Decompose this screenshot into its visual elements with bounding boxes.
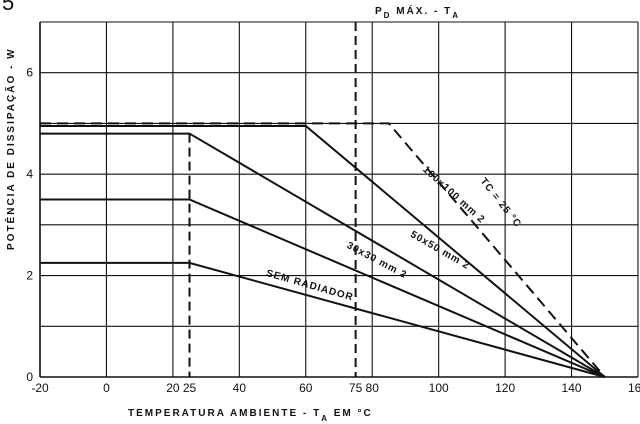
x-tick-label: 140	[562, 381, 582, 395]
chart-title: PD MÁX. - TA	[375, 4, 460, 20]
x-tick-label: 25	[183, 381, 197, 395]
x-tick-label: 120	[495, 381, 515, 395]
x-tick-label: 60	[299, 381, 313, 395]
y-axis-title: POTÊNCIA DE DISSIPAÇÃO - W	[4, 47, 17, 250]
x-tick-label: 80	[366, 381, 380, 395]
x-tick-label: -20	[31, 381, 49, 395]
series-group	[40, 122, 606, 378]
grid	[39, 21, 639, 378]
reference-lines	[188, 22, 357, 377]
x-tick-label: 75	[349, 381, 363, 395]
title-rest: MÁX. - T	[391, 4, 452, 17]
series-line	[40, 132, 606, 378]
title-main: P	[375, 6, 384, 17]
curve-label: SEM RADIADOR	[265, 268, 355, 303]
x-tick-label: 20	[166, 381, 180, 395]
curve-label: 50x50 mm 2	[408, 229, 471, 272]
x-axis-title-main: TEMPERATURA AMBIENTE - T	[128, 408, 321, 419]
series-line	[40, 124, 606, 378]
x-tick-label: 160	[628, 381, 640, 395]
x-tick-label: 40	[233, 381, 247, 395]
x-axis-title: TEMPERATURA AMBIENTE - TA EM °C	[128, 408, 373, 423]
series-line	[40, 261, 606, 378]
x-axis-title-sub: A	[321, 414, 329, 423]
y-tick-label: 0	[26, 370, 33, 384]
y-tick-labels: 0 2 4 6	[26, 66, 33, 384]
title-sub: D	[384, 11, 392, 20]
x-axis-title-rest: EM °C	[329, 408, 373, 419]
series-line	[40, 198, 606, 378]
curve-label: TC = 25 °C	[478, 176, 524, 230]
y-tick-label: 2	[26, 269, 33, 283]
curve-label: 100x100 mm 2	[420, 164, 487, 226]
y-tick-label: 4	[26, 167, 33, 181]
figure-number: 5	[2, 0, 14, 15]
series-line	[40, 122, 606, 378]
x-tick-label: 0	[103, 381, 110, 395]
y-tick-label: 6	[26, 66, 33, 80]
title-sub2: A	[452, 11, 460, 20]
x-tick-label: 100	[429, 381, 449, 395]
